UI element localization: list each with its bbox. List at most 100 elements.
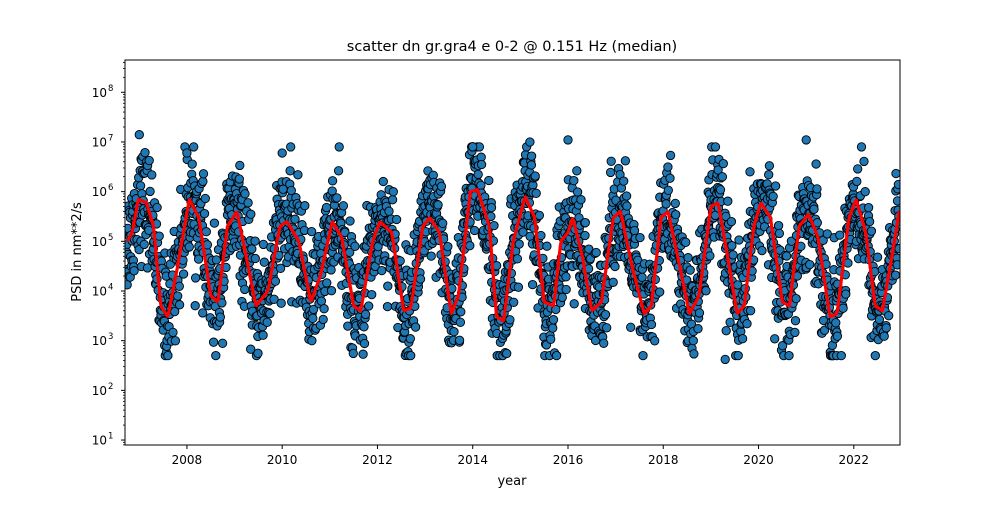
scatter-point [359,338,370,349]
scatter-point [269,294,279,304]
scatter-point [240,284,250,295]
scatter-point [734,235,744,245]
scatter-point [198,308,208,318]
scatter-point [841,289,851,299]
scatter-point [561,272,571,282]
scatter-point [701,286,711,296]
scatter-point [190,301,200,311]
scatter-point [473,169,483,180]
scatter-point [465,241,475,251]
y-tick-exponent: 5 [108,233,113,243]
scatter-point [358,349,368,359]
scatter-point [184,242,194,252]
scatter-point [340,227,350,238]
scatter-point [626,322,636,332]
scatter-point [884,311,894,321]
scatter-point [246,209,256,219]
scatter-point [410,322,421,332]
scatter-point [348,348,358,359]
scatter-point [316,296,327,306]
scatter-point [683,253,693,263]
y-tick-exponent: 2 [108,382,113,392]
scatter-point [542,241,552,251]
scatter-point [606,156,616,166]
scatter-point [670,198,680,209]
scatter-point [572,187,583,197]
scatter-point [569,299,579,309]
y-tick-exponent: 4 [108,283,113,293]
scatter-point [486,202,497,213]
scatter-peak-point [801,135,811,145]
scatter-peak-point [563,135,573,145]
scatter-peak-point [134,130,144,140]
scatter-point [476,159,487,170]
scatter-point [290,214,300,224]
scatter-point [770,334,780,344]
scatter-point [187,159,197,169]
scatter-point [805,259,815,270]
scatter-point [168,327,178,338]
scatter-point [688,335,698,346]
scatter-point [333,166,344,176]
scatter-point [388,187,398,197]
scatter-point [665,173,675,183]
scatter-point [240,189,250,199]
scatter-point [870,350,880,361]
scatter-point [835,230,845,240]
scatter-point [860,187,870,197]
scatter-point [198,176,208,187]
scatter-point [737,334,748,344]
scatter-point [247,244,257,254]
scatter-point [275,263,286,273]
x-tick-label: 2020 [743,453,774,467]
scatter-point [129,266,139,276]
scatter-point [853,164,863,174]
scatter-point [602,323,612,333]
scatter-point [235,160,245,171]
scatter-point [576,195,586,205]
scatter-point [318,314,328,325]
scatter-point [864,216,875,227]
scatter-point [208,337,219,347]
scatter-point [663,185,673,195]
scatter-point [569,175,579,186]
scatter-point [509,297,519,307]
scatter-point [326,265,336,275]
scatter-point [620,156,631,166]
scatter-point [270,276,281,286]
scatter-point [163,350,173,361]
scatter-point [551,350,562,361]
scatter-point [608,277,618,287]
scatter-point [526,160,537,170]
scatter-point [685,265,695,275]
x-tick-label: 2022 [839,453,870,467]
scatter-point [332,193,342,203]
scatter-point [502,348,512,359]
scatter-point [866,226,877,236]
scatter-point [505,315,515,325]
scatter-point [456,307,466,317]
scatter-point [190,273,201,283]
scatter-point [629,225,640,236]
scatter-point [530,171,540,181]
scatter-point [326,286,337,296]
scatter-point [443,241,453,252]
scatter-point [426,251,436,261]
scatter-point [378,176,388,187]
scatter-peak-point [182,148,192,158]
scatter-point [265,308,275,319]
scatter-point [170,336,181,346]
scatter-point [198,169,209,179]
scatter-point [635,232,645,243]
scatter-point [512,254,523,264]
scatter-point [764,161,775,171]
y-tick-exponent: 8 [108,84,113,94]
scatter-point [135,181,146,191]
scatter-peak-point [720,354,730,365]
scatter-point [215,312,225,322]
y-tick-exponent: 3 [108,332,113,342]
y-tick-exponent: 1 [108,432,113,442]
scatter-point [327,176,338,186]
